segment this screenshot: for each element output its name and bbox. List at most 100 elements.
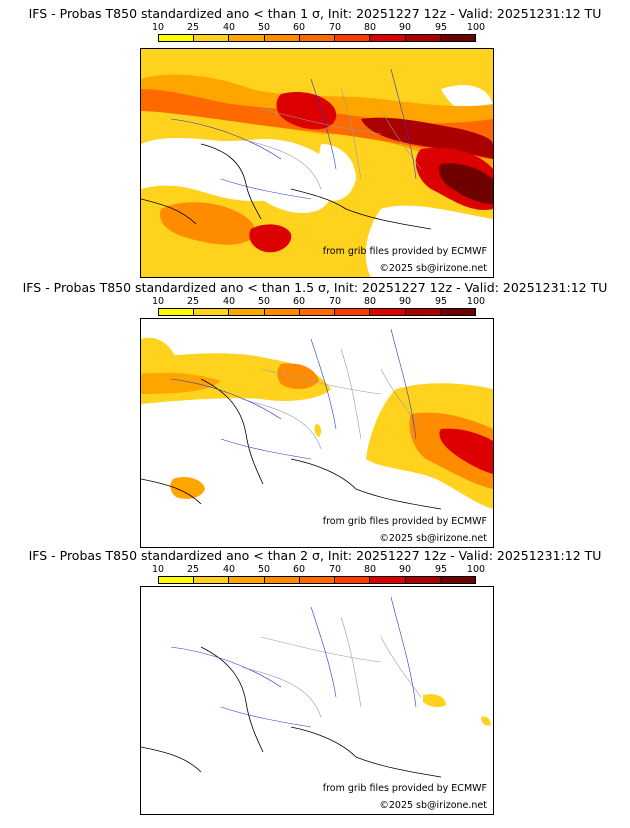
colorbar-segment <box>194 577 230 583</box>
colorbar-tick: 70 <box>328 22 342 33</box>
prob-field-very-high <box>276 92 337 130</box>
map-area: from grib files provided by ECMWF ©2025 … <box>140 48 494 278</box>
borders <box>240 616 422 718</box>
colorbar-segment <box>229 35 265 41</box>
colorbar-tick: 40 <box>222 296 236 307</box>
colorbar-segment <box>159 309 195 315</box>
prob-field-very-high <box>249 224 292 253</box>
probability-map <box>141 328 493 510</box>
colorbar-segment <box>229 309 265 315</box>
colorbar-segment <box>264 577 300 583</box>
colorbar-tick: 50 <box>257 22 271 33</box>
no-prob-area <box>236 139 336 214</box>
colorbar <box>158 308 476 316</box>
colorbar-tick: 100 <box>466 564 486 575</box>
colorbar-segment <box>335 577 371 583</box>
colorbar-tick: 80 <box>363 22 377 33</box>
panel-title: IFS - Probas T850 standardized ano < tha… <box>28 6 602 21</box>
colorbar-segment <box>440 35 475 41</box>
colorbar-tick: 60 <box>292 296 306 307</box>
colorbar-segment <box>440 309 475 315</box>
panel-title: IFS - Probas T850 standardized ano < tha… <box>22 280 608 295</box>
panel-3: IFS - Probas T850 standardized ano < tha… <box>0 548 630 824</box>
panel-1: IFS - Probas T850 standardized ano < tha… <box>0 6 630 282</box>
colorbar-ticks: 10 25 40 50 60 70 80 90 95 100 <box>152 564 485 576</box>
colorbar-tick: 80 <box>363 564 377 575</box>
colorbar-segment <box>370 577 406 583</box>
colorbar-tick: 50 <box>257 564 271 575</box>
colorbar-segment <box>370 35 406 41</box>
colorbar-segment <box>370 309 406 315</box>
colorbar-tick: 100 <box>466 22 486 33</box>
colorbar-tick: 70 <box>328 564 342 575</box>
colorbar-segment <box>405 35 441 41</box>
colorbar-segment <box>194 309 230 315</box>
borders <box>240 348 422 450</box>
colorbar-segment <box>335 35 371 41</box>
prob-field-high <box>277 363 319 389</box>
colorbar-tick: 25 <box>186 564 200 575</box>
data-source-credit: from grib files provided by ECMWF <box>322 783 487 794</box>
colorbar-tick: 90 <box>398 22 412 33</box>
data-source-credit: from grib files provided by ECMWF <box>322 246 487 257</box>
colorbar-segment <box>405 309 441 315</box>
prob-field-mid <box>141 372 221 394</box>
colorbar-tick: 95 <box>434 22 448 33</box>
colorbar-tick: 25 <box>186 296 200 307</box>
colorbar-segment <box>299 577 336 583</box>
colorbar-segment <box>229 577 265 583</box>
colorbar-tick: 25 <box>186 22 200 33</box>
rivers <box>170 328 417 460</box>
colorbar-tick: 40 <box>222 22 236 33</box>
borders <box>240 88 422 190</box>
prob-field-max <box>438 163 493 204</box>
colorbar-segment <box>264 35 300 41</box>
colorbar-tick: 40 <box>222 564 236 575</box>
rivers <box>170 68 417 200</box>
colorbar-segment <box>194 35 230 41</box>
colorbar-tick: 10 <box>151 22 165 33</box>
colorbar-tick: 100 <box>466 296 486 307</box>
prob-field-low <box>314 424 322 437</box>
prob-field-extreme <box>361 117 493 159</box>
colorbar <box>158 576 476 584</box>
prob-field-mid <box>170 477 205 499</box>
colorbar-tick: 60 <box>292 22 306 33</box>
colorbar-segment <box>159 577 195 583</box>
colorbar-tick: 70 <box>328 296 342 307</box>
coastline <box>141 143 432 230</box>
colorbar-tick: 80 <box>363 296 377 307</box>
colorbar-tick: 90 <box>398 296 412 307</box>
prob-field-high <box>160 202 255 245</box>
colorbar-tick: 60 <box>292 564 306 575</box>
coastline <box>141 646 442 778</box>
panel-2: IFS - Probas T850 standardized ano < tha… <box>0 280 630 556</box>
colorbar-segment <box>299 35 336 41</box>
map-area: from grib files provided by ECMWF ©2025 … <box>140 318 494 548</box>
prob-field-low <box>423 694 446 708</box>
colorbar-tick: 90 <box>398 564 412 575</box>
colorbar-segment <box>264 309 300 315</box>
rivers <box>170 596 417 728</box>
panel-title: IFS - Probas T850 standardized ano < tha… <box>28 548 602 563</box>
colorbar-segment <box>299 309 336 315</box>
colorbar-segment <box>335 309 371 315</box>
probability-map <box>141 596 491 778</box>
colorbar-segment <box>405 577 441 583</box>
colorbar-tick: 50 <box>257 296 271 307</box>
colorbar-tick: 10 <box>151 564 165 575</box>
prob-field-low <box>481 716 491 726</box>
colorbar-tick: 10 <box>151 296 165 307</box>
data-source-credit: from grib files provided by ECMWF <box>322 516 487 527</box>
no-prob-area <box>317 144 356 201</box>
coastline <box>141 378 442 510</box>
map-area: from grib files provided by ECMWF ©2025 … <box>140 586 494 815</box>
prob-field-very-high <box>439 428 493 474</box>
probability-map <box>141 49 493 277</box>
colorbar-tick: 95 <box>434 296 448 307</box>
colorbar-segment <box>440 577 475 583</box>
colorbar-tick: 95 <box>434 564 448 575</box>
colorbar-ticks: 10 25 40 50 60 70 80 90 95 100 <box>152 22 485 34</box>
copyright: ©2025 sb@irizone.net <box>379 263 487 274</box>
copyright: ©2025 sb@irizone.net <box>379 533 487 544</box>
